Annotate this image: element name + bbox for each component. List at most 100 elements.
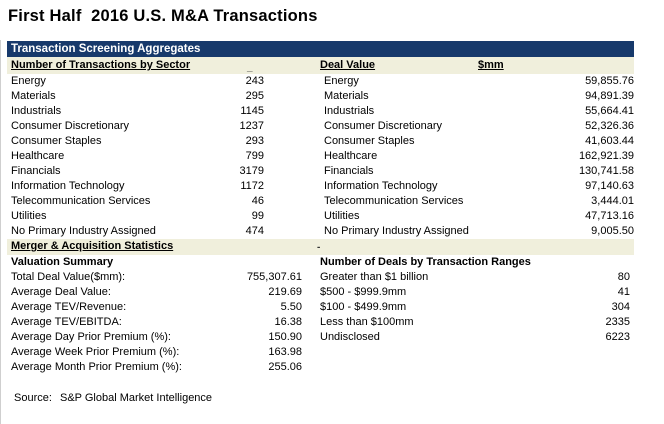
- valuation-summary-title: Valuation Summary: [11, 256, 114, 268]
- sector-count: 3179: [239, 165, 264, 177]
- range-value: 2335: [605, 316, 630, 328]
- table-row: Average Deal Value: 219.69 $500 - $999.9…: [7, 285, 634, 300]
- sector-deal-value: 3,444.01: [591, 195, 634, 207]
- sector-label: Utilities: [324, 210, 360, 222]
- sector-label: Telecommunication Services: [324, 195, 464, 207]
- sector-label: Materials: [324, 90, 369, 102]
- table-row: Healthcare 799 Healthcare 162,921.39: [7, 149, 634, 164]
- range-label: $500 - $999.9mm: [320, 286, 407, 298]
- ma-statistics-band: Merger & Acquisition Statistics -: [7, 239, 634, 255]
- source-value: S&P Global Market Intelligence: [60, 392, 213, 404]
- sector-label: Consumer Discretionary: [324, 120, 442, 132]
- sector-count: 1145: [240, 105, 264, 117]
- table-row: Utilities 99 Utilities 47,713.16: [7, 209, 634, 224]
- stat-label: Average Month Prior Premium (%):: [11, 361, 182, 373]
- sector-deal-value: 9,005.50: [591, 225, 634, 237]
- range-label: [320, 345, 510, 360]
- deals-by-range-title: Number of Deals by Transaction Ranges: [320, 256, 531, 268]
- sector-deal-value: 59,855.76: [585, 75, 634, 87]
- range-label: [320, 360, 510, 375]
- sector-label: Healthcare: [11, 150, 65, 162]
- dash-artifact: -: [317, 242, 321, 253]
- stat-value: 255.06: [268, 361, 302, 373]
- stat-label: Total Deal Value($mm):: [11, 271, 126, 283]
- col-header-transactions-by-sector: Number of Transactions by Sector: [11, 59, 191, 71]
- sector-label: Consumer Staples: [11, 135, 102, 147]
- table-row: Telecommunication Services 46 Telecommun…: [7, 194, 634, 209]
- sector-deal-value: 94,891.39: [585, 90, 634, 102]
- stat-value: 5.50: [280, 301, 302, 313]
- sector-label: Utilities: [11, 210, 47, 222]
- sector-label: Consumer Discretionary: [11, 120, 129, 132]
- sector-label: Information Technology: [324, 180, 438, 192]
- range-label: Less than $100mm: [320, 316, 414, 328]
- underscore-artifact: _: [247, 62, 253, 73]
- stat-value: 219.69: [268, 286, 302, 298]
- range-label: Greater than $1 billion: [320, 271, 429, 283]
- range-label: Undisclosed: [320, 331, 380, 343]
- source-label: Source:: [14, 392, 52, 404]
- stat-value: 16.38: [274, 316, 302, 328]
- table-row: Average TEV/Revenue: 5.50 $100 - $499.9m…: [7, 300, 634, 315]
- sector-rows: Energy 243 Energy 59,855.76 Materials 29…: [7, 74, 634, 239]
- stats-subheader-row: Valuation Summary Number of Deals by Tra…: [7, 255, 634, 270]
- sector-count: 243: [245, 75, 264, 87]
- sector-count: 799: [245, 150, 264, 162]
- transaction-aggregates-table: Transaction Screening Aggregates Number …: [7, 41, 634, 375]
- column-header-band: Number of Transactions by Sector _ Deal …: [7, 57, 634, 74]
- table-row: Information Technology 1172 Information …: [7, 179, 634, 194]
- sector-label: No Primary Industry Assigned: [11, 225, 156, 237]
- sector-count: 46: [251, 195, 264, 207]
- sector-deal-value: 130,741.58: [578, 165, 634, 177]
- sector-deal-value: 47,713.16: [585, 210, 634, 222]
- range-label: $100 - $499.9mm: [320, 301, 407, 313]
- sector-label: Consumer Staples: [324, 135, 415, 147]
- sector-count: 1237: [239, 120, 264, 132]
- stat-value: 755,307.61: [246, 271, 302, 283]
- table-row: Consumer Discretionary 1237 Consumer Dis…: [7, 119, 634, 134]
- table-row: Average Week Prior Premium (%): 163.98: [7, 345, 634, 360]
- sector-deal-value: 97,140.63: [585, 180, 634, 192]
- sector-label: Healthcare: [324, 150, 378, 162]
- table-row: Average Month Prior Premium (%): 255.06: [7, 360, 634, 375]
- table-row: Average TEV/EBITDA: 16.38 Less than $100…: [7, 315, 634, 330]
- sector-deal-value: 41,603.44: [585, 135, 634, 147]
- ma-statistics-header: Merger & Acquisition Statistics: [11, 240, 174, 252]
- sector-label: Telecommunication Services: [11, 195, 151, 207]
- col-header-mm-unit: $mm: [478, 59, 504, 71]
- stat-label: Average Deal Value:: [11, 286, 111, 298]
- table-row: Average Day Prior Premium (%): 150.90 Un…: [7, 330, 634, 345]
- sector-label: No Primary Industry Assigned: [324, 225, 469, 237]
- sector-deal-value: 52,326.36: [585, 120, 634, 132]
- sector-count: 1172: [240, 180, 264, 192]
- stat-label: Average TEV/Revenue:: [11, 301, 127, 313]
- sector-deal-value: 55,664.41: [585, 105, 634, 117]
- table-row: No Primary Industry Assigned 474 No Prim…: [7, 224, 634, 239]
- sector-label: Financials: [11, 165, 61, 177]
- stat-value: 150.90: [268, 331, 302, 343]
- table-row: Industrials 1145 Industrials 55,664.41: [7, 104, 634, 119]
- stat-value: 163.98: [268, 346, 302, 358]
- sector-count: 99: [251, 210, 264, 222]
- sector-count: 295: [245, 90, 264, 102]
- table-row: Materials 295 Materials 94,891.39: [7, 89, 634, 104]
- range-value: 6223: [605, 331, 630, 343]
- stat-label: Average Week Prior Premium (%):: [11, 346, 180, 358]
- table-row: Financials 3179 Financials 130,741.58: [7, 164, 634, 179]
- sector-label: Industrials: [324, 105, 375, 117]
- col-header-deal-value: Deal Value: [320, 59, 376, 71]
- page-title: First Half 2016 U.S. M&A Transactions: [8, 7, 318, 25]
- table-row: Energy 243 Energy 59,855.76: [7, 74, 634, 89]
- range-value: 41: [617, 286, 630, 298]
- sector-count: 293: [245, 135, 264, 147]
- range-value: [510, 360, 630, 375]
- table-row: Total Deal Value($mm): 755,307.61 Greate…: [7, 270, 634, 285]
- table-row: Consumer Staples 293 Consumer Staples 41…: [7, 134, 634, 149]
- stat-label: Average Day Prior Premium (%):: [11, 331, 171, 343]
- sector-label: Energy: [324, 75, 359, 87]
- stats-rows: Total Deal Value($mm): 755,307.61 Greate…: [7, 270, 634, 375]
- range-value: 80: [617, 271, 630, 283]
- range-value: 304: [611, 301, 630, 313]
- sector-label: Financials: [324, 165, 374, 177]
